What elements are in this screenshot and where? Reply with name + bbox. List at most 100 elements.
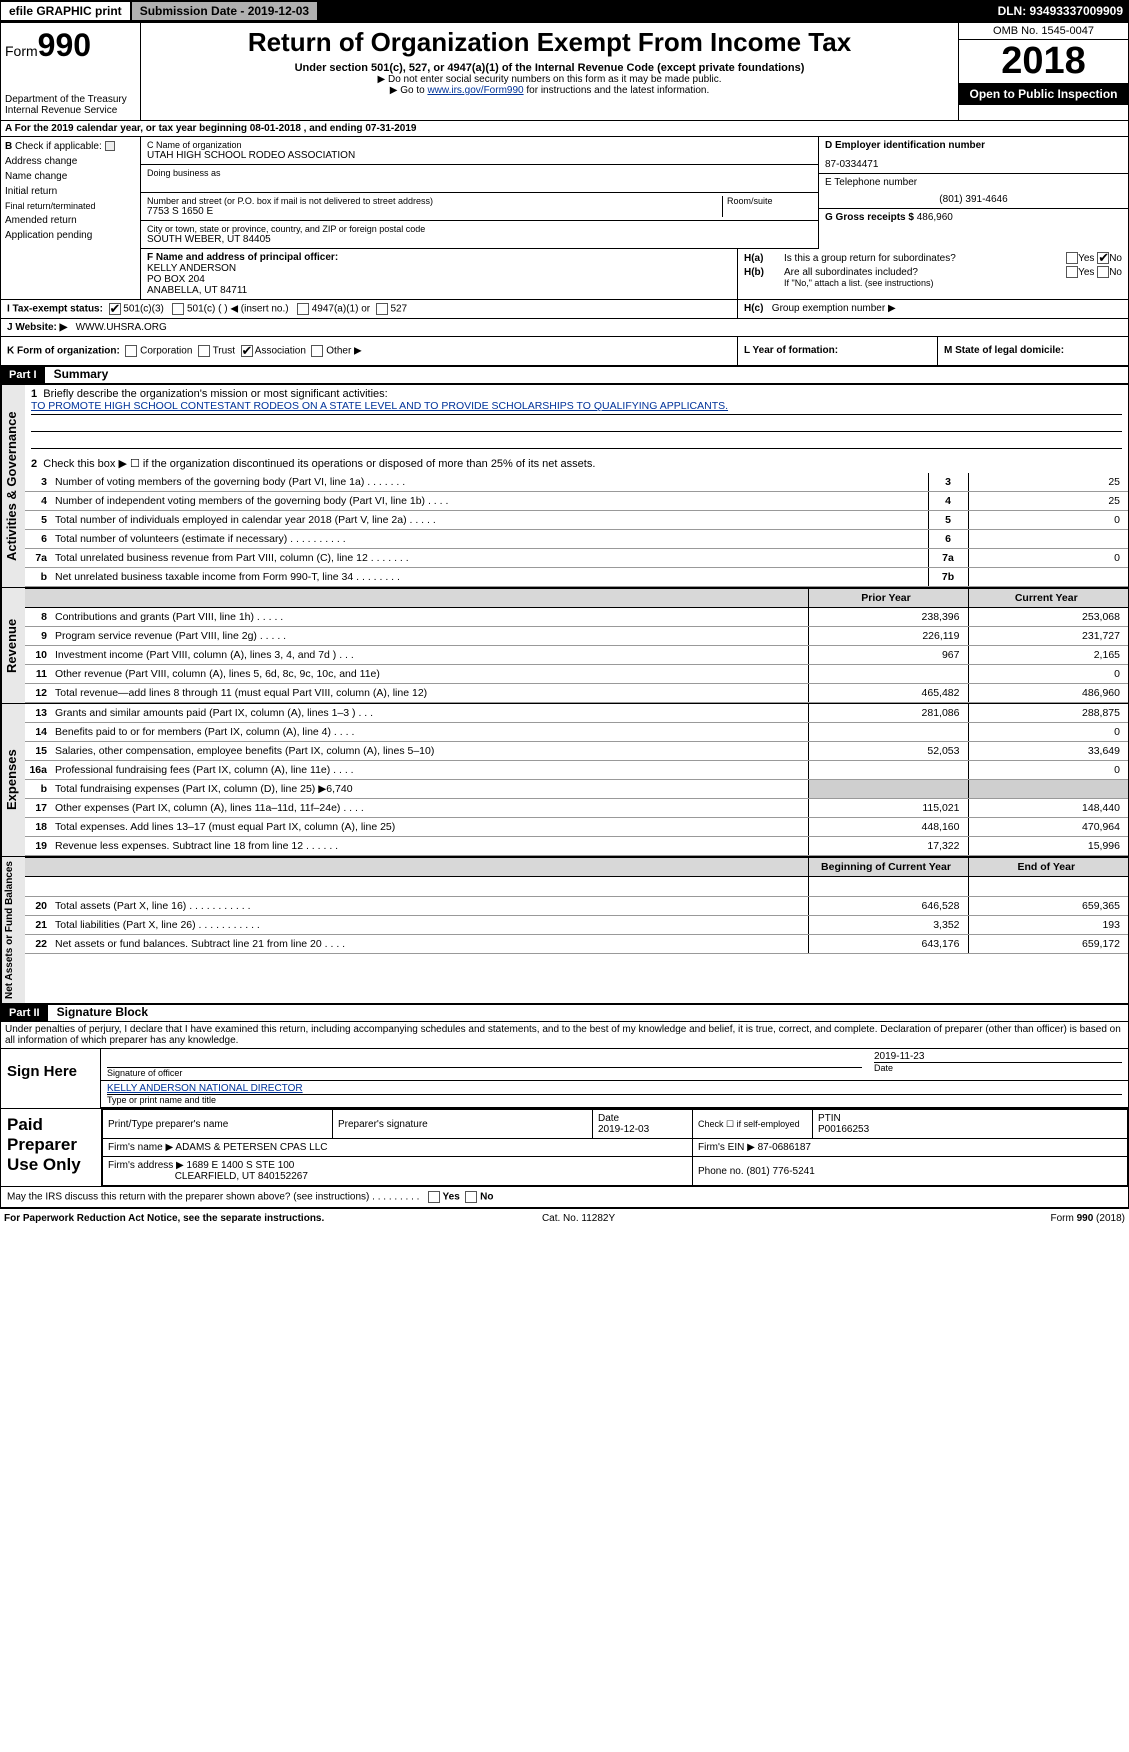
hb-text: Are all subordinates included? bbox=[784, 267, 1066, 278]
street-cell: Number and street (or P.O. box if mail i… bbox=[141, 193, 818, 221]
opt-501c3: 501(c)(3) bbox=[123, 304, 164, 315]
vlabel-revenue: Revenue bbox=[1, 588, 25, 703]
info-grid: B Check if applicable: Address change Na… bbox=[1, 137, 1128, 249]
b-label: B bbox=[5, 141, 12, 152]
website-value: WWW.UHSRA.ORG bbox=[76, 322, 167, 333]
row-i-hc: I Tax-exempt status: 501(c)(3) 501(c) ( … bbox=[1, 300, 1128, 319]
opt-address-change: Address change bbox=[5, 156, 136, 167]
footer-left: For Paperwork Reduction Act Notice, see … bbox=[4, 1213, 324, 1224]
m-label: M State of legal domicile: bbox=[944, 345, 1064, 356]
irs-discuss-row: May the IRS discuss this return with the… bbox=[1, 1186, 1128, 1207]
table-row: 20Total assets (Part X, line 16) . . . .… bbox=[25, 897, 1128, 916]
opt-pending: Application pending bbox=[5, 230, 136, 241]
trust-checkbox[interactable] bbox=[198, 345, 210, 357]
table-row: 18Total expenses. Add lines 13–17 (must … bbox=[25, 818, 1128, 837]
part-i-bar: Part I bbox=[1, 367, 45, 383]
irs-link[interactable]: www.irs.gov/Form990 bbox=[427, 85, 523, 96]
part-i-title: Summary bbox=[48, 365, 115, 383]
box-h: H(a) Is this a group return for subordin… bbox=[738, 249, 1128, 299]
dba-label: Doing business as bbox=[147, 168, 812, 178]
4947-checkbox[interactable] bbox=[297, 303, 309, 315]
tel-label: E Telephone number bbox=[825, 177, 1122, 188]
city-value: SOUTH WEBER, UT 84405 bbox=[147, 234, 812, 245]
hb-label: H(b) bbox=[744, 267, 784, 278]
hb-yes-checkbox[interactable] bbox=[1066, 266, 1078, 278]
firm-addr2: CLEARFIELD, UT 840152267 bbox=[175, 1171, 308, 1182]
table-row: 14Benefits paid to or for members (Part … bbox=[25, 723, 1128, 742]
table-row: 7aTotal unrelated business revenue from … bbox=[25, 549, 1128, 568]
ha-no-checkbox[interactable] bbox=[1097, 252, 1109, 264]
org-name: UTAH HIGH SCHOOL RODEO ASSOCIATION bbox=[147, 150, 812, 161]
paid-preparer-label: Paid Preparer Use Only bbox=[1, 1109, 101, 1186]
gross-value: 486,960 bbox=[917, 212, 953, 223]
row-a: A For the 2019 calendar year, or tax yea… bbox=[1, 121, 1128, 137]
header-right: OMB No. 1545-0047 2018 Open to Public In… bbox=[958, 23, 1128, 120]
prep-date-label: Date bbox=[598, 1113, 619, 1124]
f-label: F Name and address of principal officer: bbox=[147, 252, 731, 263]
city-cell: City or town, state or province, country… bbox=[141, 221, 818, 249]
firm-addr-label: Firm's address ▶ bbox=[108, 1160, 184, 1171]
table-row: 9Program service revenue (Part VIII, lin… bbox=[25, 627, 1128, 646]
ha-text: Is this a group return for subordinates? bbox=[784, 253, 1066, 264]
opt-association: Association bbox=[255, 346, 306, 357]
form-header: Form990 Department of the Treasury Inter… bbox=[1, 23, 1128, 121]
open-to-public: Open to Public Inspection bbox=[959, 83, 1128, 105]
discuss-no: No bbox=[480, 1192, 493, 1203]
form-container: Form990 Department of the Treasury Inter… bbox=[0, 22, 1129, 1208]
ssn-warning: ▶ Do not enter social security numbers o… bbox=[149, 74, 950, 85]
j-label: J Website: ▶ bbox=[7, 322, 67, 333]
firm-ein: 87-0686187 bbox=[758, 1142, 811, 1153]
discuss-no-checkbox[interactable] bbox=[465, 1191, 477, 1203]
hc-label: H(c) bbox=[744, 303, 763, 314]
sign-here-block: Sign Here Signature of officer 2019-11-2… bbox=[1, 1048, 1128, 1108]
prep-date: 2019-12-03 bbox=[598, 1124, 649, 1135]
part-i-header: Part I Summary bbox=[1, 366, 1128, 384]
527-checkbox[interactable] bbox=[376, 303, 388, 315]
ptin-value: P00166253 bbox=[818, 1124, 869, 1135]
box-c: C Name of organization UTAH HIGH SCHOOL … bbox=[141, 137, 818, 249]
signer-name[interactable]: KELLY ANDERSON NATIONAL DIRECTOR bbox=[107, 1083, 303, 1094]
corp-checkbox[interactable] bbox=[125, 345, 137, 357]
check-if-applicable: Check if applicable: bbox=[15, 141, 102, 152]
form-title: Return of Organization Exempt From Incom… bbox=[149, 27, 950, 58]
hb-no-checkbox[interactable] bbox=[1097, 266, 1109, 278]
activities-governance-section: Activities & Governance 1 Briefly descri… bbox=[1, 384, 1128, 587]
preparer-table: Print/Type preparer's name Preparer's si… bbox=[102, 1109, 1128, 1186]
table-row: bNet unrelated business taxable income f… bbox=[25, 568, 1128, 587]
expenses-section: Expenses 13Grants and similar amounts pa… bbox=[1, 703, 1128, 856]
table-row: bTotal fundraising expenses (Part IX, co… bbox=[25, 780, 1128, 799]
table-row: 15Salaries, other compensation, employee… bbox=[25, 742, 1128, 761]
phone-label: Phone no. bbox=[698, 1166, 744, 1177]
ha-yes-checkbox[interactable] bbox=[1066, 252, 1078, 264]
tax-year: 2018 bbox=[959, 40, 1128, 83]
gross-cell: G Gross receipts $ 486,960 bbox=[819, 209, 1128, 226]
top-bar: efile GRAPHIC print Submission Date - 20… bbox=[0, 0, 1129, 22]
netassets-table: Beginning of Current YearEnd of Year20To… bbox=[25, 857, 1128, 954]
form-990-big: 990 bbox=[38, 27, 91, 63]
table-row: 5Total number of individuals employed in… bbox=[25, 511, 1128, 530]
opt-4947: 4947(a)(1) or bbox=[312, 304, 370, 315]
sign-date-label: Date bbox=[874, 1062, 1122, 1073]
other-checkbox[interactable] bbox=[311, 345, 323, 357]
opt-trust: Trust bbox=[213, 346, 235, 357]
table-row: 13Grants and similar amounts paid (Part … bbox=[25, 704, 1128, 723]
501c-checkbox[interactable] bbox=[172, 303, 184, 315]
org-name-cell: C Name of organization UTAH HIGH SCHOOL … bbox=[141, 137, 818, 165]
line2-num: 2 bbox=[31, 458, 37, 470]
assoc-checkbox[interactable] bbox=[241, 345, 253, 357]
box-d: D Employer identification number 87-0334… bbox=[818, 137, 1128, 249]
opt-name-change: Name change bbox=[5, 171, 136, 182]
mission-statement: TO PROMOTE HIGH SCHOOL CONTESTANT RODEOS… bbox=[31, 400, 728, 412]
discuss-yes: Yes bbox=[443, 1192, 460, 1203]
goto-pre: ▶ Go to bbox=[390, 85, 428, 96]
header-middle: Return of Organization Exempt From Incom… bbox=[141, 23, 958, 120]
table-row: 21Total liabilities (Part X, line 26) . … bbox=[25, 916, 1128, 935]
501c3-checkbox[interactable] bbox=[109, 303, 121, 315]
street-label: Number and street (or P.O. box if mail i… bbox=[147, 196, 722, 206]
table-row: 19Revenue less expenses. Subtract line 1… bbox=[25, 837, 1128, 856]
discuss-yes-checkbox[interactable] bbox=[428, 1191, 440, 1203]
footer-cat: Cat. No. 11282Y bbox=[542, 1213, 615, 1224]
line2-text: Check this box ▶ ☐ if the organization d… bbox=[43, 458, 595, 470]
row-i: I Tax-exempt status: 501(c)(3) 501(c) ( … bbox=[1, 300, 738, 318]
checkbox-icon[interactable] bbox=[105, 141, 115, 151]
